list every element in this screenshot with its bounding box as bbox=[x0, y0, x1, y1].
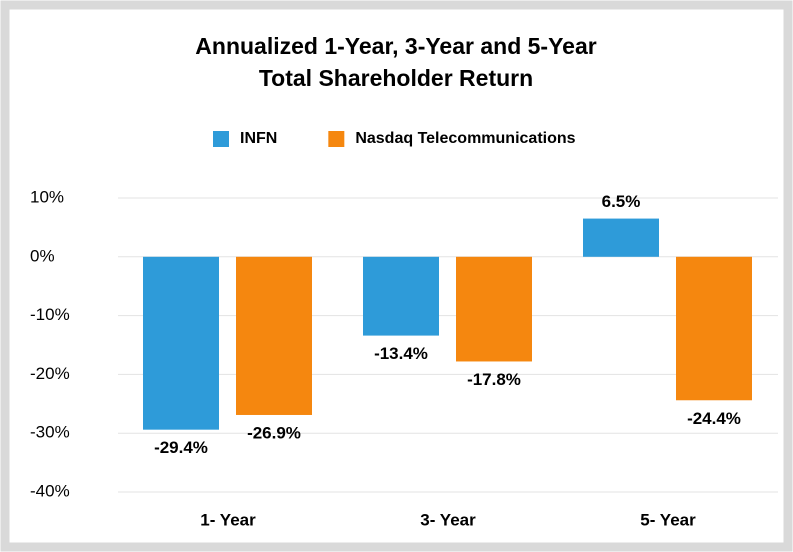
y-tick-label: 0% bbox=[30, 246, 55, 265]
chart-title-line2: Total Shareholder Return bbox=[259, 65, 533, 91]
x-tick-label: 3- Year bbox=[420, 510, 476, 529]
y-tick-label: -20% bbox=[30, 364, 70, 383]
bar bbox=[143, 256, 219, 430]
data-label: -17.8% bbox=[467, 370, 521, 389]
legend-swatch bbox=[213, 131, 229, 147]
data-label: -26.9% bbox=[247, 423, 301, 442]
data-label: -29.4% bbox=[154, 438, 208, 457]
y-tick-label: 10% bbox=[30, 187, 64, 206]
bar bbox=[363, 256, 439, 336]
y-tick-label: -10% bbox=[30, 305, 70, 324]
legend-label: INFN bbox=[240, 130, 277, 147]
bar bbox=[583, 218, 659, 257]
data-label: -13.4% bbox=[374, 344, 428, 363]
bar bbox=[456, 256, 532, 362]
y-tick-label: -30% bbox=[30, 423, 70, 442]
chart-title-line1: Annualized 1-Year, 3-Year and 5-Year bbox=[195, 33, 596, 59]
legend-swatch bbox=[328, 131, 345, 147]
bar bbox=[236, 256, 312, 415]
x-tick-label: 5- Year bbox=[640, 510, 696, 529]
data-label: -24.4% bbox=[687, 409, 741, 428]
y-tick-label: -40% bbox=[30, 481, 70, 500]
legend-label: Nasdaq Telecommunications bbox=[355, 130, 575, 147]
data-label: 6.5% bbox=[602, 192, 641, 211]
x-tick-label: 1- Year bbox=[200, 510, 256, 529]
bar bbox=[676, 256, 752, 401]
